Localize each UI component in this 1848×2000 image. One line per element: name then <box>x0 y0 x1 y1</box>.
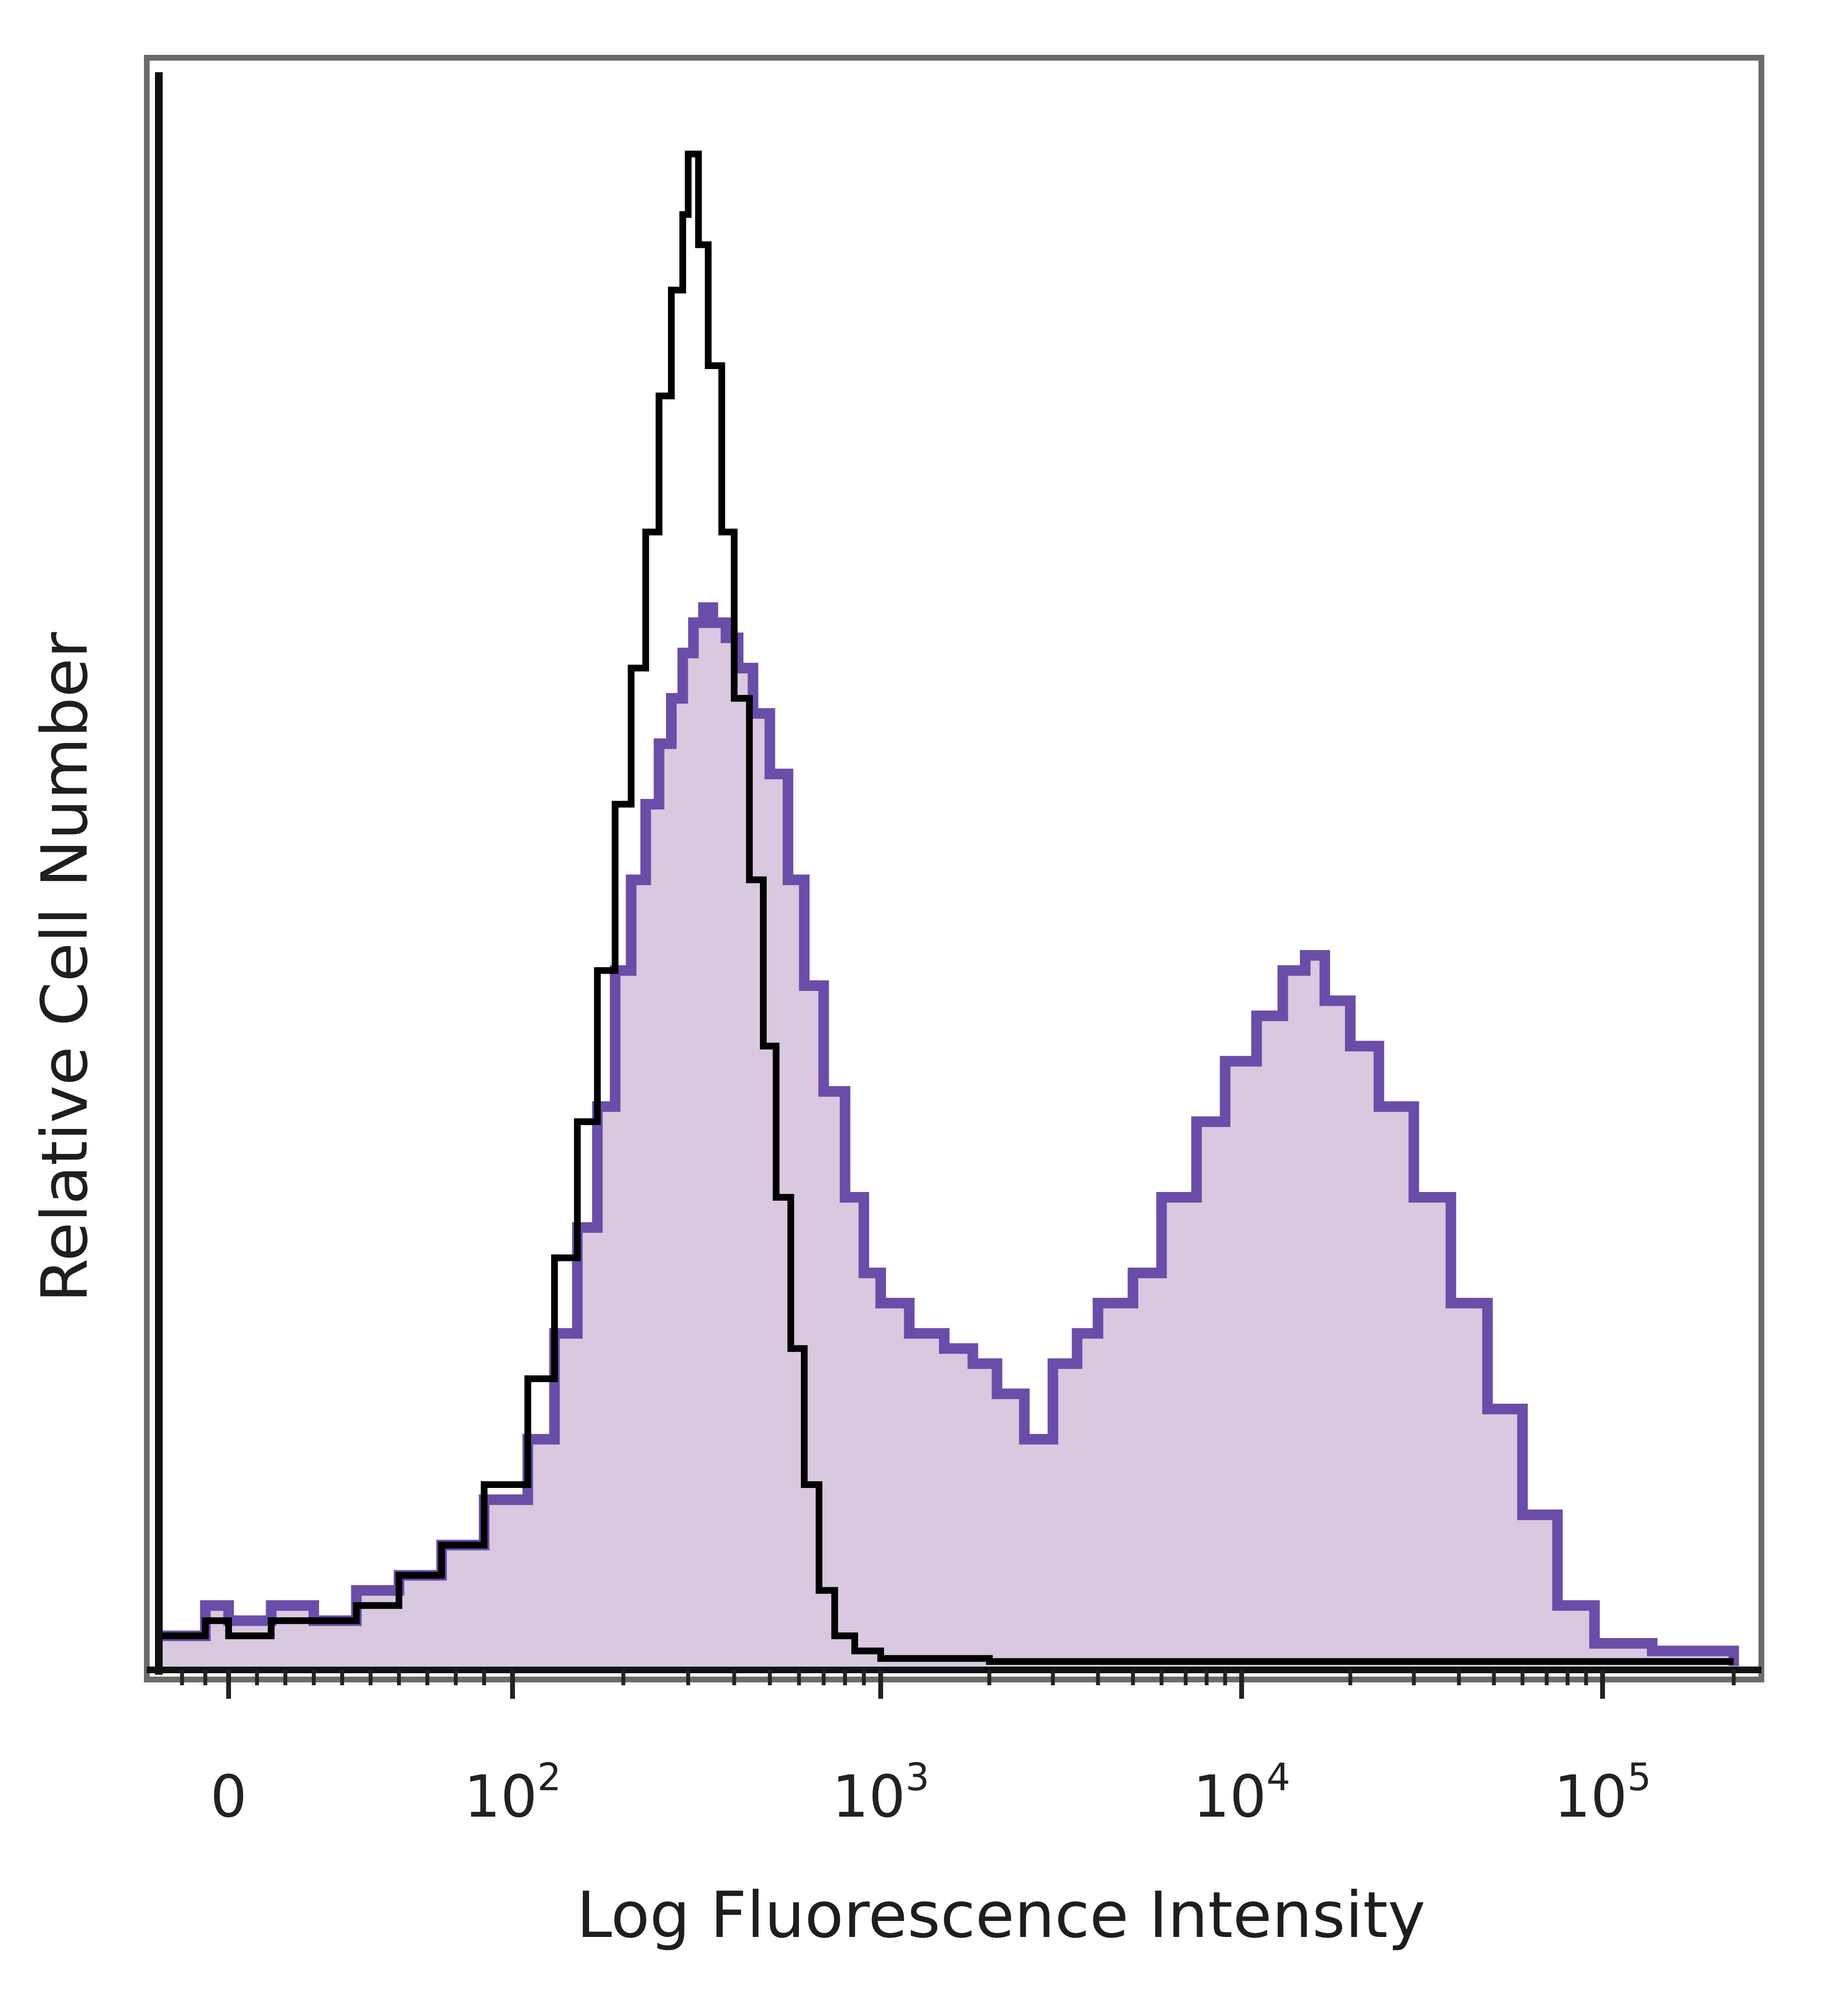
x-tick-marks <box>180 1670 1736 1699</box>
x-tick-label-exponent: 4 <box>1267 1756 1291 1799</box>
x-tick-label-exponent: 5 <box>1628 1756 1652 1799</box>
histogram-1-fill <box>159 607 1734 1666</box>
x-tick-label-base: 10 <box>1554 1764 1628 1831</box>
y-axis-label: Relative Cell Number <box>28 632 102 1303</box>
x-tick-label-base: 10 <box>464 1764 538 1831</box>
x-tick-labels: 0 102 103 104 105 <box>210 1756 1651 1831</box>
x-tick-label: 102 <box>464 1756 561 1831</box>
x-tick-label: 105 <box>1554 1756 1651 1831</box>
x-tick-label-base: 10 <box>832 1764 906 1831</box>
x-tick-label-exponent: 3 <box>906 1756 930 1799</box>
x-tick-label-base: 0 <box>210 1764 247 1831</box>
x-tick-label: 0 <box>210 1764 247 1831</box>
x-tick-label: 104 <box>1193 1756 1290 1831</box>
histogram-2-line <box>159 151 1734 1665</box>
x-tick-label: 103 <box>832 1756 929 1831</box>
x-tick-label-base: 10 <box>1193 1764 1267 1831</box>
x-axis-label: Log Fluorescence Intensity <box>577 1878 1425 1952</box>
series-layer <box>159 151 1739 1666</box>
histogram-1-line <box>159 602 1739 1666</box>
x-tick-label-exponent: 2 <box>538 1756 562 1799</box>
